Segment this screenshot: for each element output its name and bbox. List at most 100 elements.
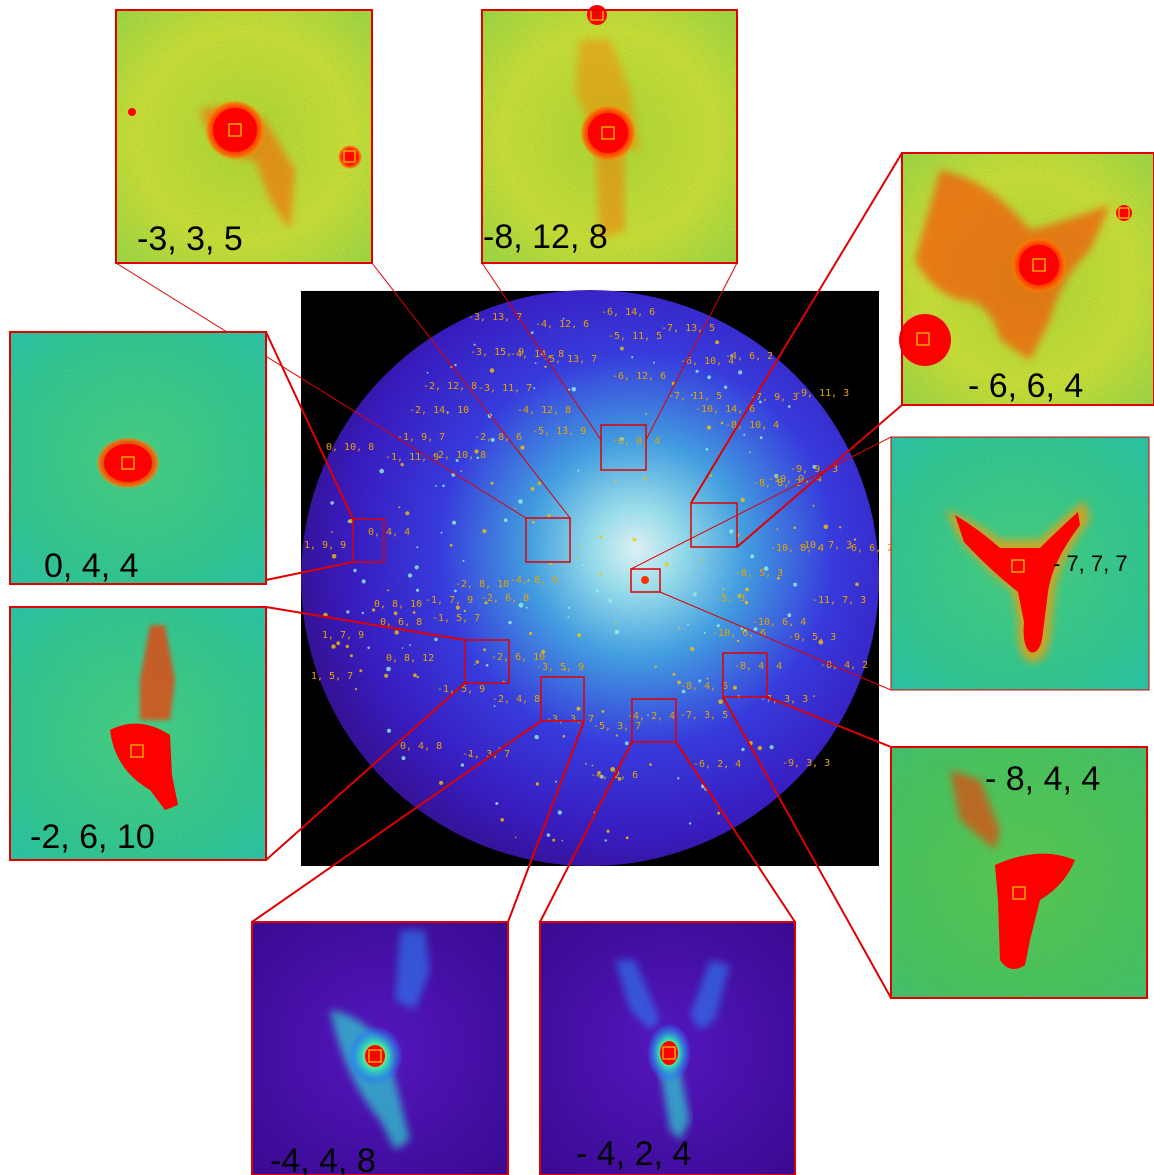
diffraction-spot: [678, 627, 681, 630]
diffraction-spot: [483, 648, 486, 652]
diffraction-spot: [732, 685, 737, 690]
spot-label: -3, 15, 9: [470, 347, 524, 358]
diffraction-spot: [557, 810, 562, 815]
diffraction-spot: [426, 371, 429, 374]
spot-label: -1, 5, 9: [437, 684, 485, 695]
diffraction-spot: [454, 589, 457, 593]
inset-label: 0, 4, 4: [44, 547, 139, 585]
inset-label: -8, 12, 8: [483, 218, 608, 256]
diffraction-spot: [473, 343, 476, 346]
inset-9: - 4, 2, 4: [539, 921, 796, 1175]
diffraction-spot: [405, 511, 410, 516]
diffraction-spot: [698, 679, 702, 683]
diffraction-spot: [525, 606, 528, 609]
diffraction-spot: [703, 632, 706, 634]
diffraction-spot: [632, 537, 637, 542]
spot-label: -5, 3: [715, 593, 745, 604]
spot-label: 1, 9, 9: [304, 540, 346, 551]
diffraction-spot: [401, 647, 404, 649]
diffraction-spot: [705, 448, 709, 451]
spot-label: -5, 11, 5: [608, 331, 662, 342]
spot-label: -9, 5, 3: [788, 632, 836, 643]
inset-3: - 6, 6, 4: [899, 152, 1154, 406]
diffraction-spot: [617, 777, 622, 781]
spot-label: -6, 14, 6: [601, 307, 655, 318]
diffraction-spot: [514, 836, 517, 839]
inset-label: - 7, 7, 7: [1053, 551, 1128, 576]
diffraction-spot: [743, 433, 746, 436]
diffraction-spot: [544, 365, 547, 368]
diffraction-spot: [793, 526, 796, 529]
diffraction-spot: [527, 579, 530, 582]
diffraction-spot: [435, 485, 437, 487]
diffraction-spot: [529, 631, 533, 636]
diffraction-spot: [532, 520, 535, 524]
diffraction-spot: [387, 589, 390, 592]
diffraction-spot: [750, 554, 755, 559]
spot-label: -10, 7, 3: [798, 540, 852, 551]
diffraction-spot: [777, 576, 780, 580]
spot-label: -10, 9, 4: [768, 474, 822, 485]
inset-5: - 7, 7, 7: [890, 436, 1150, 691]
diffraction-spot: [693, 592, 697, 597]
spot-label: -7, 3, 3: [760, 694, 808, 705]
diffraction-spot: [452, 520, 457, 525]
diffraction-spot: [610, 767, 616, 772]
spot-label: 0, 6, 8: [380, 617, 422, 628]
diffraction-spot: [643, 476, 647, 480]
diffraction-spot: [575, 557, 578, 560]
spot-label: -6, 10, 4: [680, 356, 734, 367]
spot-label: -2, 10, 8: [432, 450, 486, 461]
region-boxes: [352, 424, 768, 743]
diffraction-spot: [818, 639, 824, 645]
diffraction-spot: [361, 579, 366, 584]
diffraction-spot: [664, 562, 669, 567]
spot-label: -10, 6, 6: [712, 628, 766, 639]
diffraction-spot: [614, 629, 620, 635]
spot-label: -4, 2, 4: [627, 711, 675, 722]
diffraction-spot: [552, 838, 556, 842]
diffraction-spot: [474, 663, 476, 666]
diffraction-spot: [541, 649, 546, 654]
diffraction-spot: [348, 519, 353, 524]
spot-label: -5, 3, 7: [593, 721, 641, 732]
spot-label: 0, 8, 12: [386, 653, 434, 664]
spot-label: -6, 8, 4: [612, 436, 660, 447]
diffraction-spot: [737, 594, 741, 598]
inset-label: - 8, 4, 4: [985, 760, 1100, 798]
diffraction-spot: [503, 518, 508, 523]
inset-4: 0, 4, 4: [9, 331, 267, 585]
diffraction-spot: [346, 610, 350, 614]
diffraction-spot: [763, 566, 769, 571]
spot-label: -10, 14, 6: [695, 404, 755, 415]
diffraction-spot: [579, 545, 582, 548]
diffraction-spot: [562, 734, 566, 738]
diffraction-spot: [518, 602, 524, 608]
diffraction-spot: [331, 644, 336, 649]
spot-label: -10, 6, 4: [752, 617, 806, 628]
diffraction-spot: [460, 763, 465, 767]
diffraction-spot: [690, 646, 695, 652]
diffraction-spot: [493, 705, 496, 708]
inset-label: - 4, 2, 4: [576, 1135, 691, 1173]
diffraction-spot: [741, 747, 745, 752]
diffraction-spot: [571, 387, 577, 392]
diffraction-spot: [599, 774, 604, 779]
diffraction-spot: [336, 641, 341, 646]
spot-label: 1, 5, 7: [311, 671, 353, 682]
diffraction-spot: [394, 630, 399, 635]
diffraction-spot: [567, 606, 571, 609]
diffraction-spot: [442, 484, 445, 488]
diffraction-spot: [547, 514, 551, 518]
diffraction-spot: [577, 469, 580, 472]
diffraction-spot: [495, 802, 499, 805]
diffraction-spot: [601, 710, 605, 713]
diffraction-spot: [567, 388, 571, 391]
spot-label: 0, 10, 8: [326, 442, 374, 453]
diffraction-spot: [608, 574, 611, 577]
diffraction-spot: [688, 822, 692, 825]
diffraction-spot: [722, 588, 725, 591]
diffraction-spot: [386, 666, 391, 672]
diffraction-spot: [717, 811, 721, 815]
